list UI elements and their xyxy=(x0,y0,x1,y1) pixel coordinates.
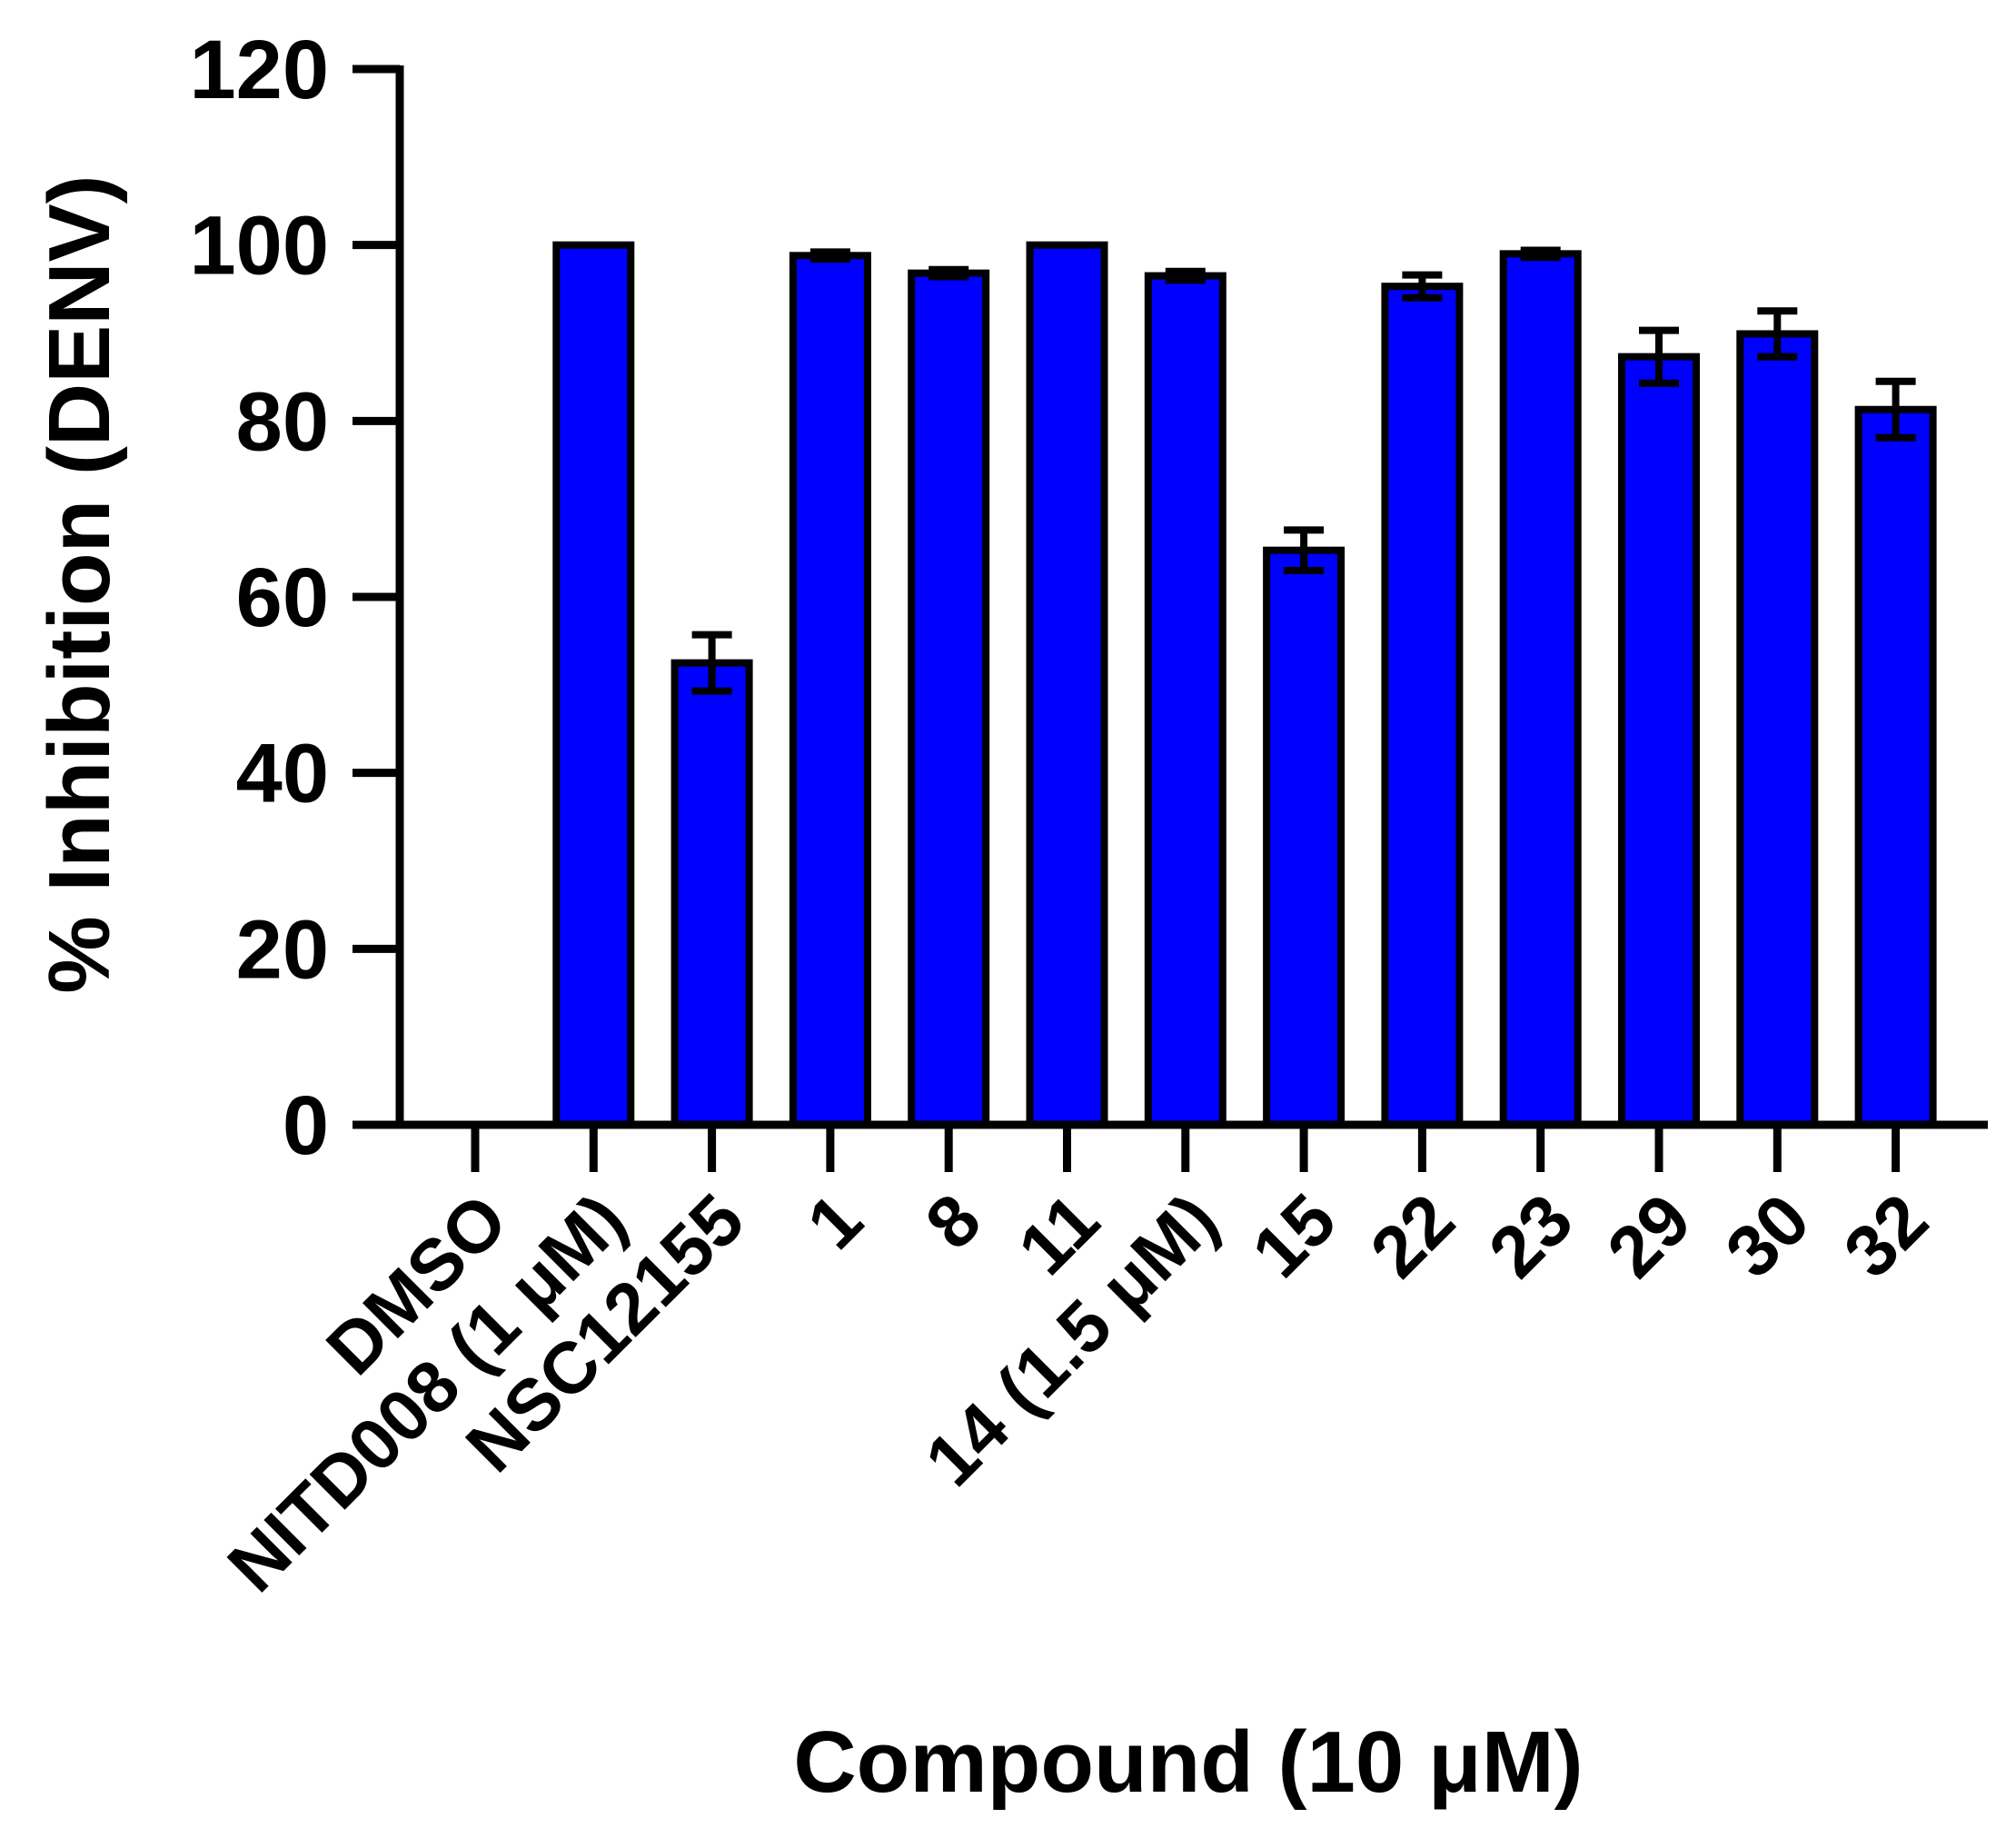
bar xyxy=(1026,241,1108,1128)
x-tick-label: 1 xyxy=(792,1178,878,1264)
y-tick-label: 20 xyxy=(236,903,329,996)
y-tick-label: 120 xyxy=(190,24,330,116)
bar xyxy=(1499,250,1582,1129)
bar xyxy=(1144,272,1226,1128)
y-tick-label: 60 xyxy=(236,551,329,644)
bar xyxy=(670,659,753,1128)
x-tick-label: 23 xyxy=(1474,1178,1588,1293)
x-tick-label: 30 xyxy=(1710,1178,1824,1293)
error-bar xyxy=(1875,377,1916,442)
bar xyxy=(1736,330,1819,1128)
y-tick-label: 0 xyxy=(283,1079,329,1172)
x-tick-label: 32 xyxy=(1829,1178,1943,1293)
error-bar xyxy=(1284,526,1325,574)
y-tick-label: 100 xyxy=(190,200,330,293)
y-axis-title: % Inhibition (DENV) xyxy=(31,174,128,993)
error-bar xyxy=(1402,271,1443,302)
x-tick-label: 29 xyxy=(1592,1178,1706,1293)
error-bar xyxy=(1520,246,1561,262)
y-tick-label: 80 xyxy=(236,375,329,468)
bar xyxy=(908,269,990,1128)
bar xyxy=(1381,283,1464,1128)
error-bar xyxy=(929,265,969,281)
error-bar xyxy=(809,248,850,263)
bar xyxy=(1263,546,1346,1128)
bar xyxy=(1618,353,1700,1128)
error-bar xyxy=(691,631,732,695)
error-bar xyxy=(1165,267,1206,284)
bar xyxy=(789,252,871,1128)
bars-layer xyxy=(552,241,1937,1129)
bar xyxy=(1854,405,1937,1128)
bar xyxy=(552,241,635,1128)
x-axis-title: Compound (10 μM) xyxy=(793,1714,1583,1811)
error-bar xyxy=(1639,326,1679,387)
error-bars-layer xyxy=(691,246,1916,695)
error-bar xyxy=(1757,307,1798,361)
x-tick-label: 8 xyxy=(910,1178,996,1264)
y-axis-ticks: 0 20 40 60 80 100 120 xyxy=(190,24,400,1172)
x-tick-label: 22 xyxy=(1356,1178,1470,1293)
x-tick-label: 15 xyxy=(1236,1178,1351,1293)
y-tick-label: 40 xyxy=(236,728,329,820)
